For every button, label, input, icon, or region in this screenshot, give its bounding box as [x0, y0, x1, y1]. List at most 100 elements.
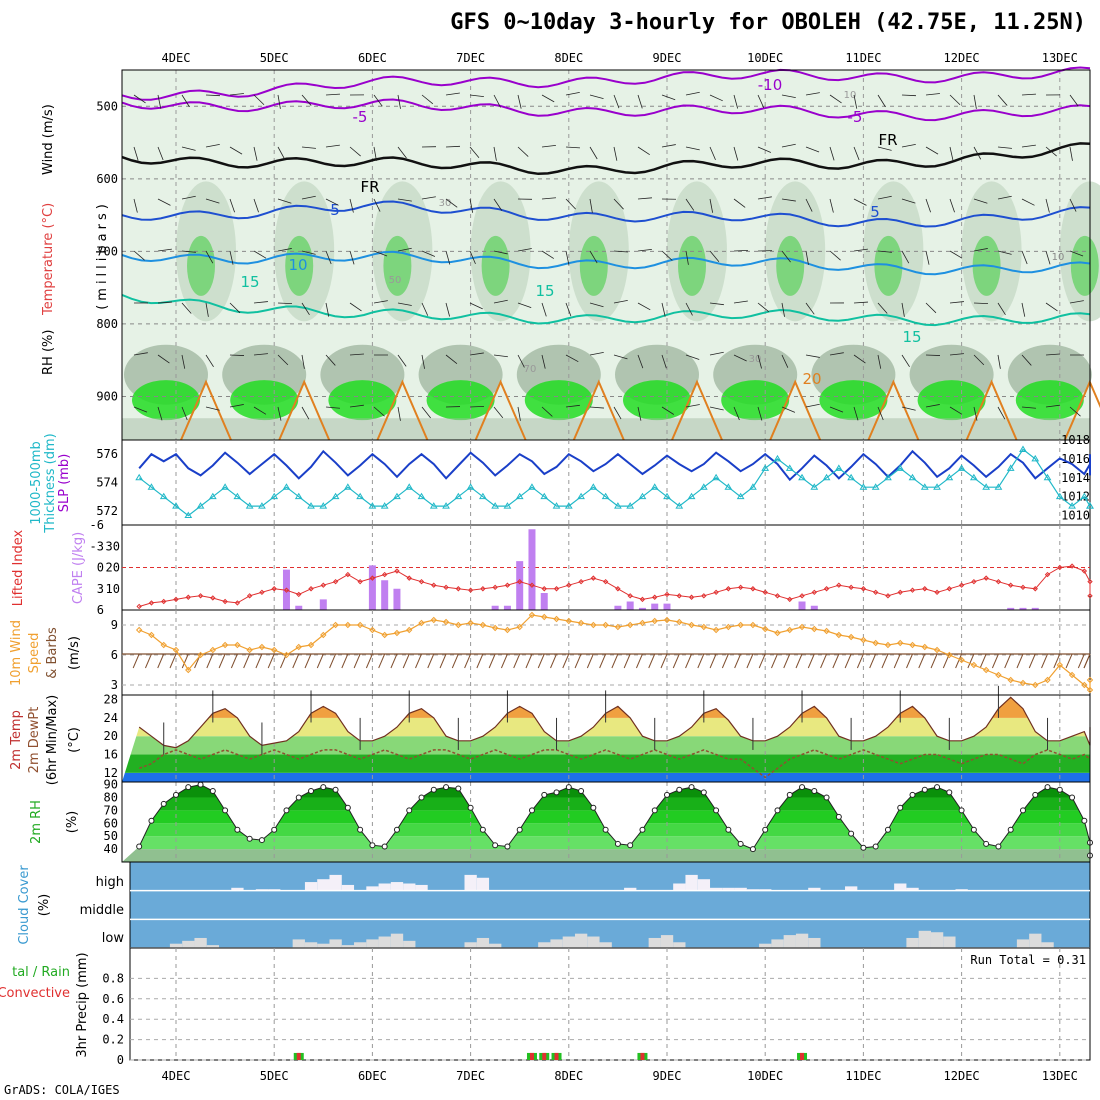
wind-barb — [253, 198, 259, 213]
lifted-index-point — [1081, 568, 1088, 574]
wind-barb — [181, 653, 189, 669]
cloud-bar-low — [464, 942, 477, 948]
lifted-index-point — [467, 587, 474, 593]
rh-point — [308, 788, 315, 795]
wind-barb — [205, 302, 209, 317]
wind-barb — [589, 198, 593, 213]
slp-point — [331, 492, 340, 500]
label-temp-d: (°C) — [67, 727, 82, 753]
wind-barb — [979, 653, 987, 669]
lifted-index-point — [602, 578, 609, 585]
lifted-index-point — [627, 593, 633, 599]
wind-speed-point — [811, 625, 818, 633]
wind-barb — [378, 653, 386, 669]
y-tick-label: 0.4 — [102, 1012, 124, 1026]
wind-speed-point — [185, 666, 192, 674]
wind-barb — [1021, 302, 1026, 317]
wind-barb — [1004, 653, 1012, 669]
wind-barb — [464, 653, 472, 669]
rh-point — [725, 826, 732, 833]
wind-barb — [205, 354, 214, 368]
wind-speed-point — [639, 619, 646, 627]
wind-barb — [746, 653, 754, 669]
rh-band — [122, 836, 1090, 850]
slp-point — [785, 464, 794, 471]
cloud-bar-high — [845, 886, 858, 891]
wind-barb — [685, 354, 700, 360]
cloud-bar-high — [685, 874, 698, 891]
wind-speed-point — [541, 613, 548, 621]
wind-barb — [685, 250, 689, 265]
wind-barb — [493, 354, 508, 358]
x-tick-label-bottom: 9DEC — [653, 1069, 682, 1083]
rh-point — [676, 786, 683, 793]
contour-label: 30 — [749, 354, 762, 365]
slp-point — [417, 492, 426, 500]
wind-barb — [229, 146, 243, 155]
slp-point — [429, 502, 438, 509]
wind-barb — [844, 653, 852, 669]
cloud-bar-low — [329, 939, 342, 948]
cloud-bar-low — [771, 939, 784, 948]
rh-point — [541, 791, 548, 798]
wind-barb — [206, 653, 214, 669]
contour-label: FR — [878, 131, 897, 149]
y-tick-label: 90 — [104, 778, 118, 792]
wind-barb — [637, 248, 652, 252]
wind-barb — [781, 250, 791, 263]
cloud-bar-low — [943, 936, 956, 948]
label-precip-b: Convective — [0, 986, 70, 1001]
rh-point — [835, 813, 842, 820]
cape-bar — [638, 607, 646, 610]
wind-barb — [229, 93, 244, 96]
wind-barb — [997, 146, 1012, 149]
label-wind: Wind (m/s) — [41, 104, 56, 175]
rh-point — [173, 791, 179, 798]
lifted-index-point — [958, 582, 965, 588]
wind-speed-point — [1068, 671, 1076, 679]
cloud-bar-low — [918, 930, 931, 948]
wind-barb — [757, 354, 762, 369]
cloud-bar-low — [562, 936, 575, 948]
wind-barb — [469, 352, 484, 356]
wind-speed-point — [676, 618, 683, 626]
temp-line — [138, 696, 1091, 749]
cape-bar — [503, 605, 511, 610]
cloud-bar-high — [341, 884, 355, 891]
wind-barb — [255, 653, 263, 669]
cape-bar — [319, 599, 327, 610]
wind-barb — [589, 302, 604, 308]
wind-barb — [925, 93, 940, 96]
lifted-index-point — [836, 582, 842, 588]
wind-barb — [1077, 653, 1085, 669]
cloud-bar-high — [624, 887, 637, 891]
wind-barb — [757, 406, 763, 421]
wind-barb — [783, 653, 791, 669]
label-cloud-b: (%) — [37, 894, 52, 917]
rh-point — [234, 826, 241, 833]
lifted-index-point — [222, 598, 228, 605]
wind-barb — [445, 92, 460, 96]
x-tick-label-bottom: 4DEC — [162, 1069, 191, 1083]
wind-barb — [373, 300, 388, 304]
wind-barb — [325, 144, 340, 148]
wind-barb — [1021, 144, 1036, 148]
label-thickness-a: 1000-500mb — [29, 441, 44, 525]
wind-barb — [329, 653, 337, 669]
x-tick-label-bottom: 12DEC — [944, 1069, 980, 1083]
isotherm-20-contour — [474, 379, 527, 441]
wind-barb — [541, 406, 553, 417]
wind-barb — [918, 653, 926, 669]
wind-barb — [132, 653, 140, 669]
isotherm-line — [121, 200, 1091, 228]
lifted-index-point — [541, 586, 547, 592]
lifted-index-point — [480, 586, 486, 592]
wind-speed-point — [406, 626, 413, 634]
lifted-index-point — [897, 589, 903, 595]
y-tick-label-left: 576 — [96, 447, 118, 461]
wind-barb — [661, 144, 676, 148]
wind-barb — [493, 299, 508, 304]
rh-point — [983, 840, 990, 847]
slp-point — [393, 492, 401, 500]
wind-barb — [325, 302, 330, 317]
